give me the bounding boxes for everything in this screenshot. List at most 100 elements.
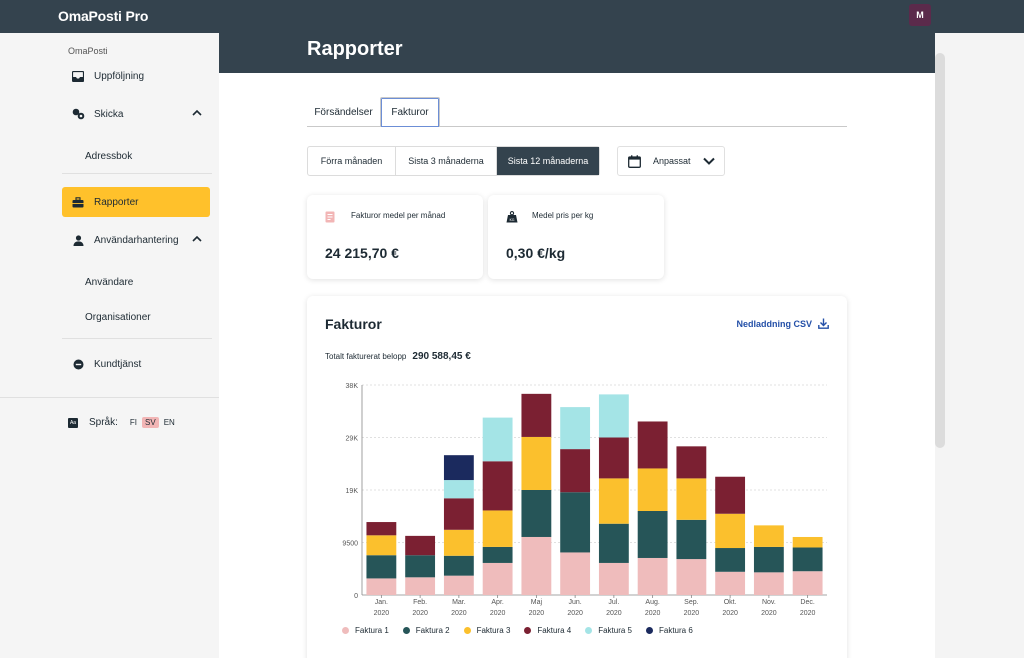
bar-segment [792, 571, 823, 595]
bar-segment [560, 407, 591, 450]
sidebar-item-anvandarhantering[interactable]: Användarhantering [62, 225, 210, 255]
range-selector: Förra månaden Sista 3 månaderna Sista 12… [307, 146, 600, 176]
main-content: Rapporter Försändelser Fakturor Förra må… [219, 33, 935, 658]
bar-segment [521, 536, 552, 595]
bar-segment [366, 522, 397, 536]
total-invoiced: Totalt fakturerat belopp 290 588,45 € [325, 351, 471, 362]
x-tick-label: Dec. [800, 599, 814, 606]
svg-text:KG: KG [509, 218, 514, 222]
stat-value: 0,30 €/kg [506, 245, 566, 261]
x-tick-label: 2020 [606, 610, 622, 617]
sidebar-item-uppfoljning[interactable]: Uppföljning [62, 61, 210, 91]
weight-icon: KG [506, 210, 518, 228]
scrollbar[interactable] [935, 53, 945, 448]
stat-value: 24 215,70 € [325, 245, 399, 261]
x-tick-label: 2020 [761, 610, 777, 617]
x-tick-label: Feb. [413, 599, 427, 606]
legend-item[interactable]: Faktura 4 [524, 626, 571, 635]
stat-card-invoices-avg: Fakturor medel per månad 24 215,70 € [307, 195, 483, 279]
total-value: 290 588,45 € [412, 351, 471, 362]
sidebar-item-anvandare[interactable]: Användare [85, 277, 134, 288]
x-tick-label: 2020 [684, 610, 700, 617]
avatar[interactable]: M [909, 4, 931, 26]
x-tick-label: Sep. [684, 599, 698, 606]
bar-segment [560, 492, 591, 553]
bar-segment [443, 555, 474, 576]
brand-logo[interactable]: OmaPosti Pro [58, 8, 149, 24]
language-option-en[interactable]: EN [163, 418, 175, 427]
bar-segment [598, 478, 629, 524]
custom-range-label: Anpassat [653, 156, 691, 166]
download-icon [818, 318, 829, 329]
chevron-down-icon [702, 157, 715, 165]
bar-segment [482, 546, 513, 563]
tab-fakturor[interactable]: Fakturor [380, 97, 440, 127]
language-option-sv[interactable]: SV [142, 417, 159, 428]
tab-forsandelser[interactable]: Försändelser [314, 106, 373, 118]
legend-item[interactable]: Faktura 2 [402, 626, 450, 635]
stat-label: Medel pris per kg [532, 211, 594, 220]
legend-swatch [463, 627, 471, 634]
custom-range-dropdown[interactable]: Anpassat [617, 146, 725, 176]
sidebar-item-kundtjanst[interactable]: Kundtjänst [62, 349, 210, 379]
range-last-12-months[interactable]: Sista 12 månaderna [497, 147, 599, 175]
bar-segment [676, 519, 707, 560]
inbox-icon [71, 69, 85, 83]
bar-segment [753, 572, 784, 595]
page-header: Rapporter [219, 33, 935, 73]
legend-label: Faktura 2 [415, 626, 450, 635]
bar-segment [676, 446, 707, 479]
legend-swatch [524, 627, 532, 634]
legend-item[interactable]: Faktura 3 [463, 626, 511, 635]
page-title: Rapporter [307, 38, 403, 60]
sidebar-item-label: Användarhantering [94, 234, 179, 246]
x-tick-label: Jun. [569, 599, 582, 606]
download-csv-label: Nedladdning CSV [736, 318, 812, 329]
sidebar: OmaPosti Uppföljning Skicka Adressbok Ra… [0, 33, 219, 658]
bar-segment [521, 436, 552, 490]
sidebar-item-rapporter[interactable]: Rapporter [62, 187, 210, 217]
top-bar: OmaPosti Pro M [0, 0, 1024, 33]
chevron-up-icon[interactable] [192, 234, 202, 245]
x-tick-label: Nov. [762, 599, 776, 606]
bar-segment [482, 510, 513, 547]
range-last-3-months[interactable]: Sista 3 månaderna [396, 147, 497, 175]
legend-swatch [402, 627, 410, 634]
bar-segment [792, 547, 823, 572]
x-tick-label: 2020 [412, 610, 428, 617]
language-label: Språk: [89, 417, 118, 428]
sidebar-item-adressbok[interactable]: Adressbok [85, 151, 133, 162]
bar-segment [637, 557, 668, 595]
bar-segment [637, 421, 668, 469]
x-tick-label: 2020 [722, 610, 738, 617]
legend-item[interactable]: Faktura 6 [645, 626, 693, 635]
bar-segment [637, 468, 668, 511]
legend-label: Faktura 5 [598, 626, 632, 635]
bar-segment [715, 476, 746, 514]
tab-bar: Försändelser Fakturor [307, 97, 847, 127]
bar-segment [521, 393, 552, 437]
legend-label: Faktura 3 [476, 626, 511, 635]
legend-item[interactable]: Faktura 5 [585, 626, 632, 635]
bar-segment [715, 548, 746, 572]
language-option-fi[interactable]: FI [129, 418, 138, 427]
download-csv-link[interactable]: Nedladdning CSV [736, 318, 829, 329]
person-icon [71, 233, 85, 247]
sidebar-item-organisationer[interactable]: Organisationer [85, 312, 151, 323]
legend-item[interactable]: Faktura 1 [342, 626, 389, 635]
bar-segment [676, 478, 707, 520]
invoices-bar-chart: 0 9500 19K 29K 38K Jan. 2020 Feb. 2020 Mar. 2020 Ap… [342, 383, 827, 617]
range-last-month[interactable]: Förra månaden [308, 147, 396, 175]
bar-segment [715, 571, 746, 595]
chevron-up-icon[interactable] [192, 108, 202, 119]
divider [62, 338, 212, 339]
bar-segment [405, 535, 436, 556]
x-tick-label: 2020 [451, 610, 467, 617]
sidebar-item-skicka[interactable]: Skicka [62, 99, 210, 129]
invoice-icon [325, 210, 335, 228]
bar-segment [676, 559, 707, 595]
send-icon [71, 107, 85, 121]
x-tick-label: 2020 [800, 610, 816, 617]
bar-segment [443, 529, 474, 556]
language-icon: Aa [68, 417, 78, 428]
